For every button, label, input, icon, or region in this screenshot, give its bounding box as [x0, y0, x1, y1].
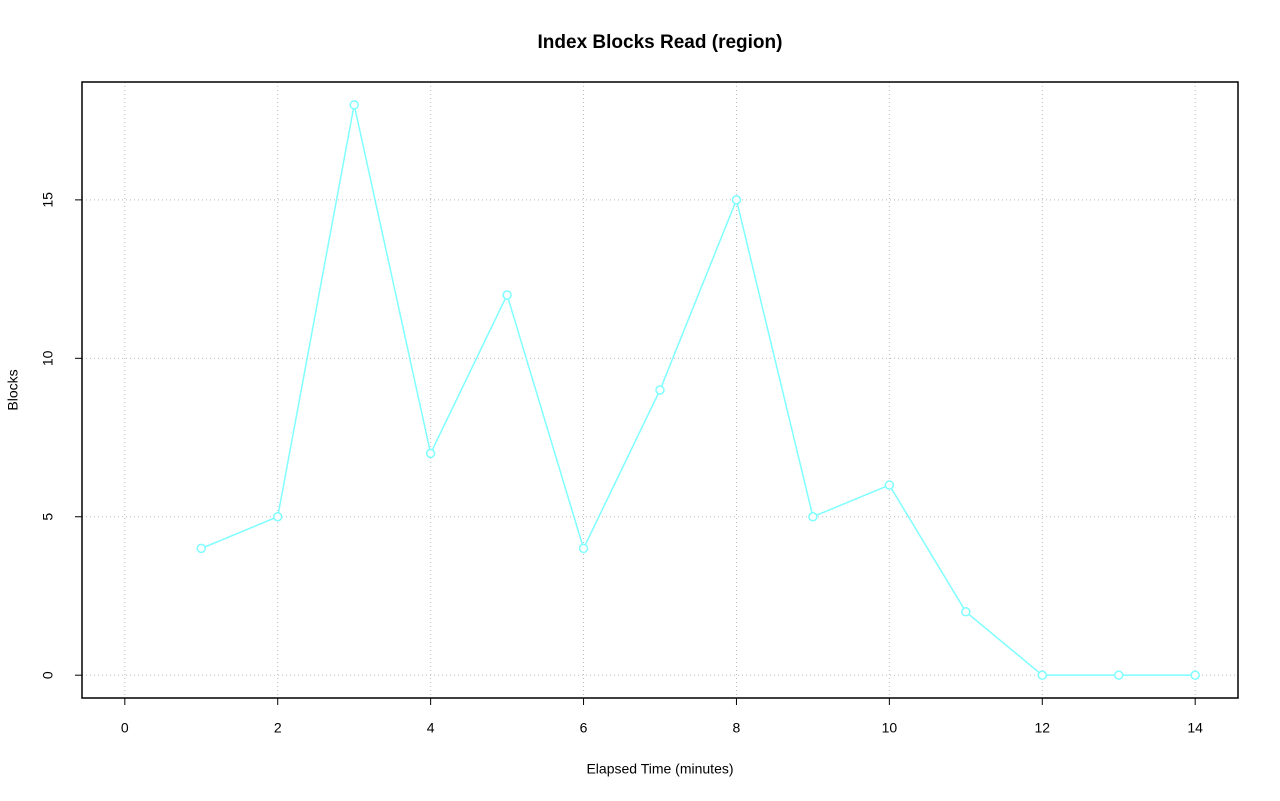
y-tick-label: 15	[40, 192, 56, 208]
plot-area	[196, 100, 1200, 680]
data-point	[349, 100, 359, 110]
x-tick-label: 10	[882, 720, 898, 736]
data-point	[1190, 670, 1200, 680]
data-point	[1037, 670, 1048, 680]
y-tick-label: 5	[40, 513, 56, 521]
y-tick-label: 0	[40, 671, 56, 679]
data-point	[578, 543, 589, 554]
data-point	[425, 448, 436, 459]
x-tick-label: 2	[274, 720, 282, 736]
x-tick-label: 0	[121, 720, 129, 736]
data-point	[1113, 670, 1124, 680]
data-point	[808, 511, 818, 522]
data-point	[502, 290, 512, 300]
x-tick-label: 8	[733, 720, 741, 736]
data-point	[961, 607, 971, 617]
chart-title: Index Blocks Read (region)	[538, 32, 783, 53]
data-point	[731, 195, 742, 205]
x-tick-label: 12	[1034, 720, 1050, 736]
x-tick-label: 14	[1187, 720, 1203, 736]
data-point	[272, 511, 283, 522]
x-tick-label: 4	[427, 720, 435, 736]
y-axis-label: Blocks	[5, 369, 21, 410]
y-tick-label: 10	[40, 350, 56, 366]
data-point	[655, 385, 665, 395]
data-point	[196, 543, 207, 554]
data-point	[884, 480, 895, 490]
data-line	[200, 104, 1196, 676]
x-axis-label: Elapsed Time (minutes)	[586, 761, 733, 777]
x-tick-label: 6	[580, 720, 588, 736]
